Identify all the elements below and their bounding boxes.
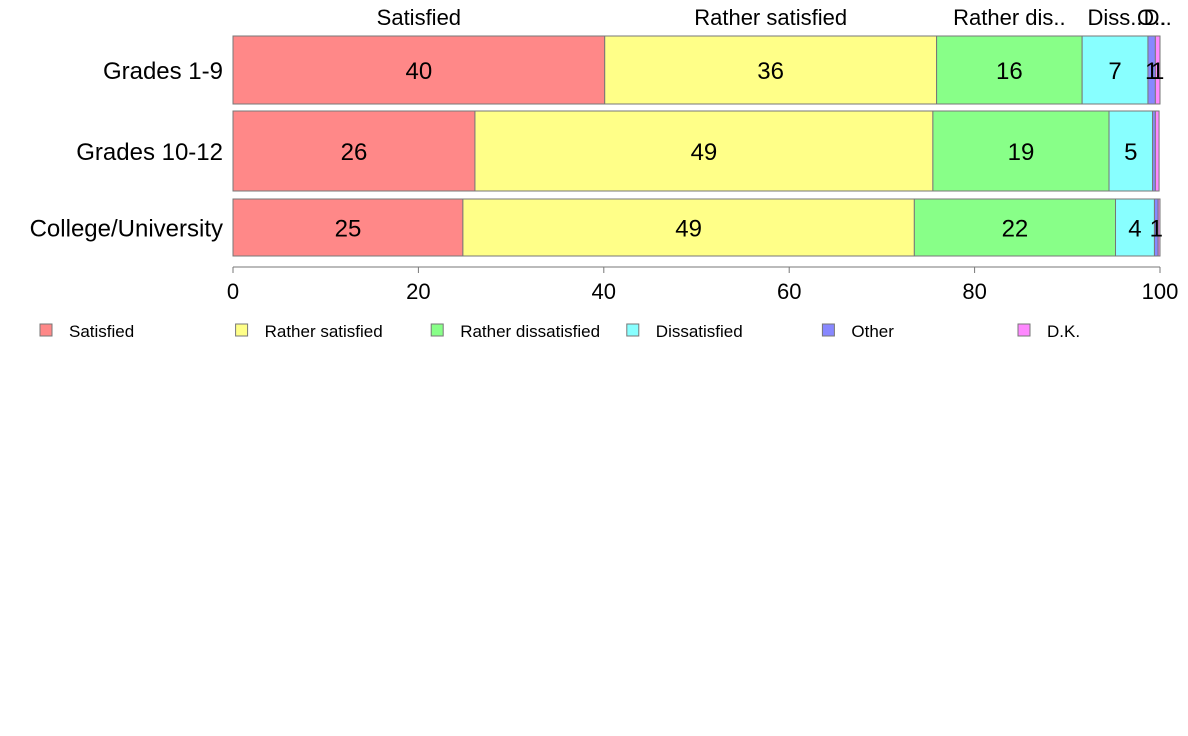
data-label: 40 <box>406 58 433 85</box>
legend-label: Other <box>851 322 894 341</box>
bar-segment <box>232 35 606 105</box>
data-label: 49 <box>675 216 702 243</box>
bar-segment <box>1108 110 1154 192</box>
x-tick-label: 40 <box>592 279 616 304</box>
category-label: Grades 1-9 <box>103 58 223 85</box>
legend-swatch <box>1017 323 1031 337</box>
legend-swatch <box>430 323 444 337</box>
data-label: 4 <box>1128 216 1141 243</box>
category-label: Grades 10-12 <box>76 139 223 166</box>
x-tick-label: 60 <box>777 279 801 304</box>
x-axis: 0 20 40 60 80 100 <box>227 266 1179 304</box>
legend-label: Rather dissatisfied <box>460 322 600 341</box>
bar-segment <box>1154 110 1160 192</box>
x-tick-label: 100 <box>1142 279 1179 304</box>
segment-top-label: Rather satisfied <box>694 5 847 30</box>
data-label: 25 <box>335 216 362 243</box>
data-label: 1 <box>1150 216 1163 243</box>
legend-label: Dissatisfied <box>656 322 743 341</box>
x-tick-label: 80 <box>962 279 986 304</box>
bar-segment <box>1154 35 1161 105</box>
bar-segment <box>932 110 1110 192</box>
segment-top-label: O.. <box>1137 5 1166 30</box>
legend: Satisfied Rather satisfied Rather dissatis… <box>39 322 1080 341</box>
bar-segment <box>1157 198 1161 257</box>
bar-segment <box>232 198 464 257</box>
category-labels: Grades 1-9 Grades 10-12 College/University <box>30 58 223 243</box>
data-label: 22 <box>1002 216 1029 243</box>
data-label: 26 <box>341 139 368 166</box>
category-label: College/University <box>30 216 223 243</box>
data-label: 1 <box>1151 58 1164 85</box>
legend-label: Satisfied <box>69 322 134 341</box>
bar-segment <box>936 35 1083 105</box>
bar-segment <box>232 110 476 192</box>
segment-top-label: Diss.. <box>1088 5 1143 30</box>
x-tick-label: 0 <box>227 279 239 304</box>
bar-segment <box>604 35 938 105</box>
data-label: 1 <box>1145 58 1158 85</box>
legend-swatch <box>821 323 835 337</box>
bars <box>232 35 1161 257</box>
data-label: 5 <box>1124 139 1137 166</box>
segment-top-label: D.. <box>1144 5 1172 30</box>
bar-segment <box>474 110 934 192</box>
legend-label: D.K. <box>1047 322 1080 341</box>
legend-swatch <box>626 323 640 337</box>
segment-top-label: Satisfied <box>377 5 461 30</box>
legend-swatch <box>39 323 53 337</box>
bar-segment <box>1081 35 1149 105</box>
bar-segment <box>462 198 915 257</box>
data-label: 16 <box>996 58 1023 85</box>
bar-segment <box>1115 198 1155 257</box>
data-label: 7 <box>1108 58 1121 85</box>
bar-segment <box>913 198 1117 257</box>
legend-swatch <box>235 323 249 337</box>
x-tick-label: 20 <box>406 279 430 304</box>
data-label: 36 <box>757 58 784 85</box>
data-label: 19 <box>1008 139 1035 166</box>
legend-label: Rather satisfied <box>265 322 383 341</box>
data-label: 49 <box>691 139 718 166</box>
segment-top-labels: Satisfied Rather satisfied Rather dis.. Dis… <box>377 5 1172 30</box>
segment-top-label: Rather dis.. <box>953 5 1066 30</box>
